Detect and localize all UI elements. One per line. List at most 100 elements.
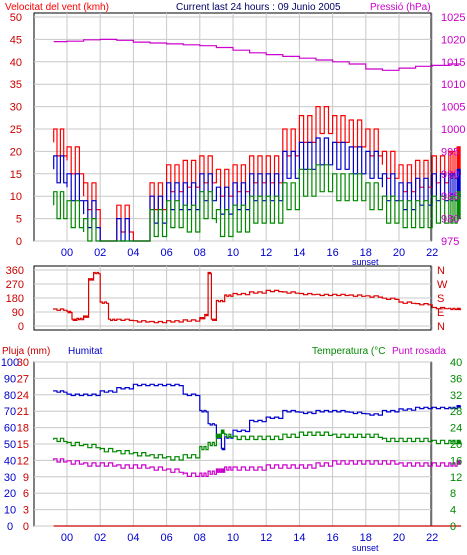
rain-tick-15: 15 (17, 439, 29, 451)
temperature-tick-40: 40 (450, 357, 462, 369)
humidity-tick-20: 20 (4, 488, 16, 500)
rain-tick-18: 18 (17, 423, 29, 435)
humidity-tick-50: 50 (4, 439, 16, 451)
rain-tick-3: 3 (23, 505, 29, 517)
wind-tick-45: 45 (10, 34, 22, 46)
humidity-line (53, 383, 462, 451)
pressure-line (53, 38, 462, 71)
hour-label-02: 02 (94, 247, 106, 259)
wind-avg-line (53, 137, 462, 242)
temperature-tick-0: 0 (450, 521, 456, 533)
humidity-tick-100: 100 (1, 357, 19, 369)
hour-label-16: 16 (326, 247, 338, 259)
humidity-tick-70: 70 (4, 406, 16, 418)
hour-label-bottom-22: 22 (426, 532, 438, 544)
hour-label-bottom-08: 08 (194, 532, 206, 544)
humidity-axis-title: Humitat (68, 346, 103, 357)
pressure-tick-1000: 1000 (441, 124, 465, 136)
temperature-tick-12: 12 (450, 472, 462, 484)
pressure-tick-1025: 1025 (441, 12, 465, 24)
hour-label-00: 00 (61, 247, 73, 259)
wind-axis-title: Velocitat del vent (kmh) (5, 2, 109, 13)
wind-tick-10: 10 (10, 191, 22, 203)
direction-tick-180: 180 (6, 293, 24, 305)
rain-tick-9: 9 (23, 472, 29, 484)
pressure-tick-975: 975 (441, 236, 459, 248)
rain-tick-30: 30 (17, 357, 29, 369)
wind-tick-30: 30 (10, 102, 22, 114)
wind-tick-20: 20 (10, 146, 22, 158)
humidity-tick-0: 0 (7, 521, 13, 533)
pressure-tick-1020: 1020 (441, 34, 465, 46)
direction-cardinal-1: E (437, 307, 444, 319)
pressure-tick-1005: 1005 (441, 102, 465, 114)
humidity-tick-80: 80 (4, 390, 16, 402)
temperature-tick-8: 8 (450, 488, 456, 500)
pressure-tick-985: 985 (441, 191, 459, 203)
rain-tick-0: 0 (23, 521, 29, 533)
direction-tick-90: 90 (12, 307, 24, 319)
chart-title: Current last 24 hours : 09 Junio 2005 (176, 2, 341, 13)
wind-direction-line (53, 271, 462, 324)
direction-cardinal-0: N (437, 321, 445, 333)
temperature-tick-28: 28 (450, 406, 462, 418)
direction-tick-360: 360 (6, 265, 24, 277)
pressure-tick-990: 990 (441, 169, 459, 181)
wind-tick-15: 15 (10, 169, 22, 181)
rain-tick-12: 12 (17, 455, 29, 467)
humidity-tick-10: 10 (4, 505, 16, 517)
wind-tick-25: 25 (10, 124, 22, 136)
hour-label-10: 10 (227, 247, 239, 259)
hour-label-18: 18 (360, 247, 372, 259)
temperature-tick-20: 20 (450, 439, 462, 451)
temperature-tick-32: 32 (450, 390, 462, 402)
hour-label-12: 12 (260, 247, 272, 259)
pressure-axis-title: Pressió (hPa) (370, 2, 431, 13)
hour-label-bottom-02: 02 (94, 532, 106, 544)
pressure-tick-980: 980 (441, 214, 459, 226)
hour-label-08: 08 (194, 247, 206, 259)
direction-cardinal-2: S (437, 293, 444, 305)
hour-label-bottom-06: 06 (160, 532, 172, 544)
wind-min-line (53, 164, 462, 242)
rain-tick-24: 24 (17, 390, 29, 402)
hour-label-bottom-18: 18 (360, 532, 372, 544)
humidity-tick-90: 90 (4, 373, 16, 385)
rain-axis-title: Pluja (mm) (2, 346, 50, 357)
hour-label-06: 06 (160, 247, 172, 259)
wind-tick-0: 0 (16, 236, 22, 248)
direction-tick-0: 0 (18, 321, 24, 333)
rain-tick-6: 6 (23, 488, 29, 500)
hour-label-22: 22 (426, 247, 438, 259)
direction-cardinal-3: W (437, 279, 448, 291)
hour-label-bottom-00: 00 (61, 532, 73, 544)
hour-label-04: 04 (127, 247, 139, 259)
temperature-tick-36: 36 (450, 373, 462, 385)
direction-tick-270: 270 (6, 279, 24, 291)
hour-label-14: 14 (293, 247, 305, 259)
temperature-line (53, 429, 462, 461)
temperature-tick-16: 16 (450, 455, 462, 467)
hour-label-bottom-16: 16 (326, 532, 338, 544)
temperature-tick-24: 24 (450, 423, 462, 435)
rain-tick-21: 21 (17, 406, 29, 418)
wind-tick-50: 50 (10, 12, 22, 24)
sunset-label-bottom: sunset (352, 543, 379, 553)
pressure-tick-1010: 1010 (441, 79, 465, 91)
wind-tick-5: 5 (16, 214, 22, 226)
pressure-tick-1015: 1015 (441, 57, 465, 69)
sunset-label-top: sunset (352, 257, 379, 267)
rain-tick-27: 27 (17, 373, 29, 385)
pressure-tick-995: 995 (441, 146, 459, 158)
hour-label-bottom-04: 04 (127, 532, 139, 544)
humidity-tick-40: 40 (4, 455, 16, 467)
hour-label-bottom-10: 10 (227, 532, 239, 544)
dewpoint-line (53, 458, 462, 477)
hour-label-bottom-20: 20 (393, 532, 405, 544)
humidity-tick-60: 60 (4, 423, 16, 435)
direction-cardinal-4: N (437, 265, 445, 277)
wind-tick-40: 40 (10, 57, 22, 69)
temperature-axis-title: Temperatura (°C (312, 346, 385, 357)
dewpoint-axis-title: Punt rosada (392, 346, 446, 357)
